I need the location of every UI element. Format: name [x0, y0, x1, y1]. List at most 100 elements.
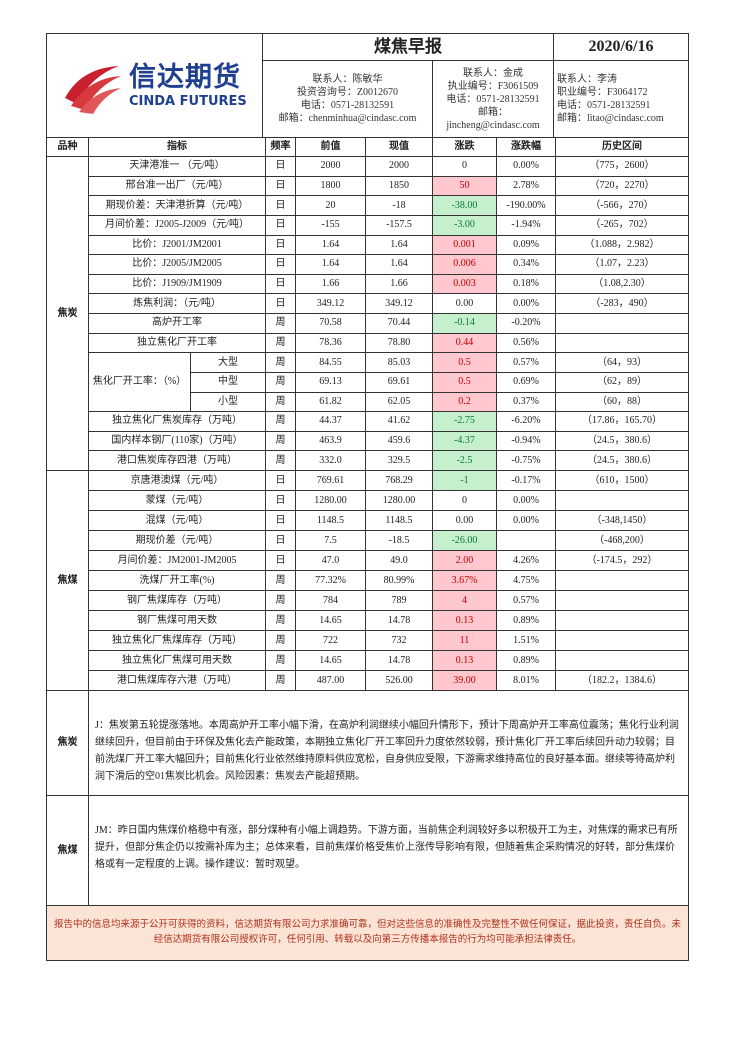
- change: 0.00: [432, 293, 497, 314]
- contact-line: 联系人：李涛: [557, 74, 617, 85]
- indicator: 大型: [190, 352, 266, 373]
- frequency: 周: [265, 630, 296, 651]
- change: 0: [432, 156, 497, 177]
- empty-cell: [555, 313, 689, 334]
- contact: 联系人：陈敏华 投资咨询号：Z0012670 电话：0571-28132591 邮箱：…: [262, 60, 433, 138]
- indicator: 洗煤厂开工率(%): [88, 570, 266, 591]
- change-pct: 2.78%: [496, 175, 556, 197]
- frequency: 日: [265, 214, 296, 236]
- indicator: 独立焦化厂开工率: [88, 332, 266, 354]
- indicator: 期现价差：天津港折算（元/吨）: [88, 195, 266, 216]
- current-value: 69.61: [365, 371, 433, 393]
- logo-cn: 信达期货: [129, 61, 241, 93]
- indicator: 钢厂焦煤可用天数: [88, 610, 266, 631]
- previous-value: 1.64: [295, 254, 366, 275]
- contact: 联系人：李涛 职业编号：F3064172 电话：0571-28132591 邮箱：li…: [553, 60, 689, 138]
- history-range: （-348,1450）: [555, 510, 689, 531]
- frequency: 日: [265, 293, 296, 314]
- change: 50: [432, 175, 497, 197]
- report-date: 2020/6/16: [553, 33, 689, 61]
- previous-value: 77.32%: [295, 570, 366, 591]
- previous-value: 722: [295, 630, 366, 651]
- current-value: 789: [365, 590, 433, 611]
- history-range: （1.08,2.30）: [555, 273, 689, 295]
- history-range: （-283，490）: [555, 293, 689, 314]
- previous-value: 7.5: [295, 530, 366, 551]
- history-range: （720，2270）: [555, 175, 689, 197]
- frequency: 周: [265, 650, 296, 671]
- contact-line: jincheng@cindasc.com: [446, 119, 540, 131]
- change: 39.00: [432, 670, 497, 691]
- change-pct: -6.20%: [496, 411, 556, 432]
- frequency: 日: [265, 156, 296, 177]
- change: 0: [432, 490, 497, 511]
- frequency: 周: [265, 590, 296, 611]
- change-pct: 0.57%: [496, 590, 556, 611]
- frequency: 日: [265, 195, 296, 216]
- previous-value: 69.13: [295, 371, 366, 393]
- change: 0.006: [432, 254, 497, 275]
- change: 2.00: [432, 550, 497, 571]
- change-pct: 0.00%: [496, 490, 556, 511]
- change: 11: [432, 630, 497, 651]
- current-value: 1850: [365, 175, 433, 197]
- change-pct: -190.00%: [496, 195, 556, 216]
- indicator: 炼焦利润：（元/吨）: [88, 293, 266, 314]
- previous-value: 61.82: [295, 391, 366, 413]
- change: 0.001: [432, 234, 497, 256]
- change-pct: 0.37%: [496, 391, 556, 413]
- change-pct: -0.75%: [496, 450, 556, 471]
- frequency: 日: [265, 470, 296, 491]
- contact-line: 职业编号：F3064172: [557, 87, 648, 98]
- change-pct: -0.20%: [496, 313, 556, 334]
- history-range: （-265，702）: [555, 214, 689, 236]
- history-range: （610，1500）: [555, 470, 689, 491]
- empty-cell: [555, 590, 689, 611]
- change-pct: 0.09%: [496, 234, 556, 256]
- logo-swoosh: [79, 87, 121, 114]
- logo-mark: [65, 65, 121, 114]
- indicator: 独立焦化厂焦煤库存（万吨）: [88, 630, 266, 651]
- change: 4: [432, 590, 497, 611]
- indicator: 月间价差：JM2001-JM2005: [88, 550, 266, 571]
- change-pct: 0.89%: [496, 610, 556, 631]
- empty-cell: [555, 570, 689, 591]
- column-header: 频率: [265, 137, 296, 157]
- history-range: （62，89）: [555, 371, 689, 393]
- indicator: 京唐港澳煤（元/吨）: [88, 470, 266, 491]
- indicator: 比价：J2001/JM2001: [88, 234, 266, 256]
- previous-value: 487.00: [295, 670, 366, 691]
- contact-line: 邮箱：litao@cindasc.com: [557, 113, 664, 124]
- change-pct: 0.34%: [496, 254, 556, 275]
- indicator: 钢厂焦煤库存（万吨）: [88, 590, 266, 611]
- indicator: 邢台准一出厂（元/吨）: [88, 175, 266, 197]
- current-value: -18.5: [365, 530, 433, 551]
- history-range: （775，2600）: [555, 156, 689, 177]
- contact-line: 投资咨询号：Z0012670: [296, 87, 399, 98]
- indicator: 天津港准一 （元/吨）: [88, 156, 266, 177]
- frequency: 日: [265, 490, 296, 511]
- current-value: 1280.00: [365, 490, 433, 511]
- logo: 信达期货 CINDA FUTURES: [46, 33, 263, 138]
- change: -1: [432, 470, 497, 491]
- current-value: 526.00: [365, 670, 433, 691]
- change-pct: 0.18%: [496, 273, 556, 295]
- indicator: 期现价差（元/吨）: [88, 530, 266, 551]
- contact-line: 执业编号：F3061509: [447, 80, 539, 92]
- change: -2.5: [432, 450, 497, 471]
- indicator: 国内样本钢厂(110家)（万吨）: [88, 430, 266, 452]
- empty-cell: [555, 610, 689, 631]
- change-pct: 0.89%: [496, 650, 556, 671]
- column-header: 历史区间: [555, 137, 689, 157]
- change: -4.37: [432, 430, 497, 452]
- group-label: 焦化厂开工率：（%）: [88, 352, 191, 413]
- indicator: 蒙煤（元/吨）: [88, 490, 266, 511]
- empty-cell: [555, 630, 689, 651]
- indicator: 小型: [190, 391, 266, 413]
- previous-value: 47.0: [295, 550, 366, 571]
- history-range: （24.5，380.6）: [555, 450, 689, 471]
- section-name: 焦煤: [46, 470, 89, 691]
- current-value: 49.0: [365, 550, 433, 571]
- current-value: 1148.5: [365, 510, 433, 531]
- previous-value: 70.58: [295, 313, 366, 334]
